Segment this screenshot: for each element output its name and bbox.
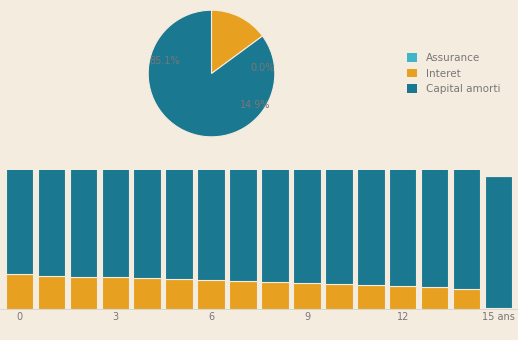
Legend: Assurance, Interet, Capital amorti: Assurance, Interet, Capital amorti [407,53,500,94]
Bar [134,146,161,278]
Bar [69,277,97,309]
Bar [293,150,321,283]
Bar [390,153,416,286]
Text: 14.9%: 14.9% [240,100,270,110]
Bar [262,282,289,309]
Bar [229,281,256,309]
Bar [38,276,65,309]
Bar [165,147,193,279]
Bar [357,285,384,309]
Bar [197,148,225,280]
Bar [421,287,449,309]
Bar [485,176,512,308]
Wedge shape [211,10,263,73]
Bar [325,284,353,309]
Bar [453,289,480,309]
Bar [134,278,161,309]
Bar [102,277,128,309]
Bar [229,149,256,281]
Bar [6,142,33,274]
Bar [390,286,416,309]
Bar [38,143,65,276]
Bar [325,151,353,284]
Bar [293,283,321,309]
Text: 0.0%: 0.0% [251,64,275,73]
Bar [197,280,225,309]
Bar [69,144,97,277]
Bar [357,152,384,285]
Wedge shape [148,10,275,137]
Bar [165,279,193,309]
Bar [6,274,33,309]
Bar [421,155,449,287]
Bar [453,156,480,289]
Bar [102,145,128,277]
Bar [485,308,512,309]
Text: 85.1%: 85.1% [149,56,180,66]
Bar [262,149,289,282]
